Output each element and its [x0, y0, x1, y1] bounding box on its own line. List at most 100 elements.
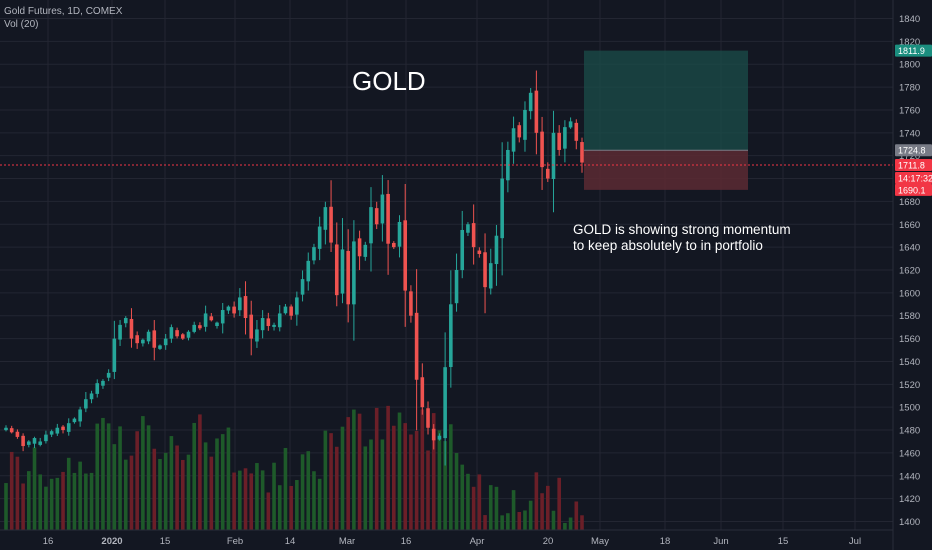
candle-body [266, 318, 271, 327]
candle-body [551, 132, 556, 180]
note-line-1: GOLD is showing strong momentum [573, 222, 791, 237]
candle-body [220, 310, 225, 324]
volume-bar [95, 423, 100, 530]
volume-bar [300, 454, 305, 530]
candle-body [574, 122, 579, 141]
momentum-note[interactable]: GOLD is showing strong momentum to keep … [573, 222, 791, 254]
price-tick-label: 1560 [899, 334, 920, 345]
candle-body [272, 324, 276, 327]
price-tick-label: 1460 [899, 448, 920, 459]
volume-bar [152, 448, 157, 530]
volume-bar [141, 416, 145, 530]
candle-body [374, 208, 379, 225]
volume-bar [454, 452, 459, 530]
volume-bar [545, 485, 550, 530]
time-tick-label: Jul [849, 536, 861, 547]
price-badge [895, 44, 932, 57]
candle-body [55, 427, 60, 434]
volume-bar [380, 439, 385, 530]
candle-body [186, 331, 191, 338]
volume-bar [517, 511, 522, 530]
candle-body [209, 316, 214, 321]
volume-bar [449, 424, 453, 530]
volume-bar [414, 430, 419, 530]
candle-body [352, 241, 356, 305]
candle-body [203, 313, 208, 327]
volume-bar [534, 472, 539, 530]
price-badge-label: 14:17:32 [898, 173, 932, 183]
volume-bar [255, 463, 259, 530]
volume-bar [32, 447, 37, 530]
volume-bar [466, 473, 470, 530]
long-position-tool [584, 50, 748, 190]
candle-body [534, 90, 539, 133]
candle-body [158, 345, 162, 349]
price-tick-label: 1740 [899, 128, 920, 139]
price-tick-label: 1720 [899, 151, 920, 162]
volume-bar [437, 430, 442, 530]
candle-body [437, 435, 442, 440]
price-tick-label: 1640 [899, 243, 920, 254]
candle-body [449, 304, 453, 368]
price-badges: 1811.9 1724.8 1711.8 14:17:32 1690.1 [895, 44, 932, 196]
candle-body [369, 207, 373, 244]
price-tick-label: 1660 [899, 220, 920, 231]
volume-bar [540, 493, 544, 530]
price-tick-label: 1400 [899, 517, 920, 528]
price-tick-label: 1800 [899, 60, 920, 71]
candle-body [511, 128, 516, 152]
volume-bar [460, 464, 465, 530]
volume-bar [488, 485, 493, 530]
volume-bar [580, 515, 584, 530]
candle-body [135, 335, 139, 344]
candle-body [255, 329, 259, 342]
volume-bar [4, 483, 8, 530]
volume-bar [112, 444, 117, 530]
candle-body [226, 306, 231, 311]
candle-body [21, 435, 25, 447]
volume-bar [334, 446, 339, 530]
candle-body [112, 338, 117, 372]
candle-body [101, 380, 105, 386]
candle-body [340, 249, 345, 294]
candle-body [523, 109, 527, 140]
volume-bar [431, 413, 436, 530]
volume-bar [426, 450, 430, 530]
candle-body [84, 399, 88, 409]
time-tick-label: Feb [227, 536, 243, 547]
time-tick-label: 15 [160, 536, 171, 547]
volume-bar [277, 485, 282, 530]
candle-body [329, 206, 333, 243]
candle-body [66, 423, 71, 432]
candle-body [317, 226, 322, 249]
volume-bar [27, 471, 31, 530]
volume-bar [397, 412, 402, 530]
candle-body [277, 313, 282, 328]
volume-bar [574, 501, 579, 530]
volume-bar [329, 433, 333, 530]
price-tick-label: 1840 [899, 14, 920, 25]
time-axis: 16 2020 15 Feb 14 Mar 16 Apr 20 May 18 Jun 15 Jul [0, 529, 893, 547]
gold-annotation-title[interactable]: GOLD [352, 66, 426, 96]
candle-body [312, 247, 316, 261]
candle-body [471, 223, 476, 248]
candle-body [295, 297, 299, 315]
time-tick-label: 2020 [101, 536, 122, 547]
candle-body [466, 224, 470, 233]
candle-body [528, 92, 533, 112]
volume-bar [363, 446, 368, 530]
volume-bar [506, 513, 510, 530]
candle-body [106, 372, 111, 378]
volume-bar [386, 405, 390, 530]
price-tick-label: 1620 [899, 266, 920, 277]
volume-bar [44, 486, 48, 530]
volume-bar [203, 442, 208, 530]
candle-body [443, 367, 447, 439]
candle-body [61, 426, 65, 431]
volume-bar [123, 459, 128, 530]
candle-body [152, 330, 157, 348]
candle-body [540, 131, 544, 168]
volume-bar [477, 474, 482, 530]
volume-bar [129, 455, 134, 530]
